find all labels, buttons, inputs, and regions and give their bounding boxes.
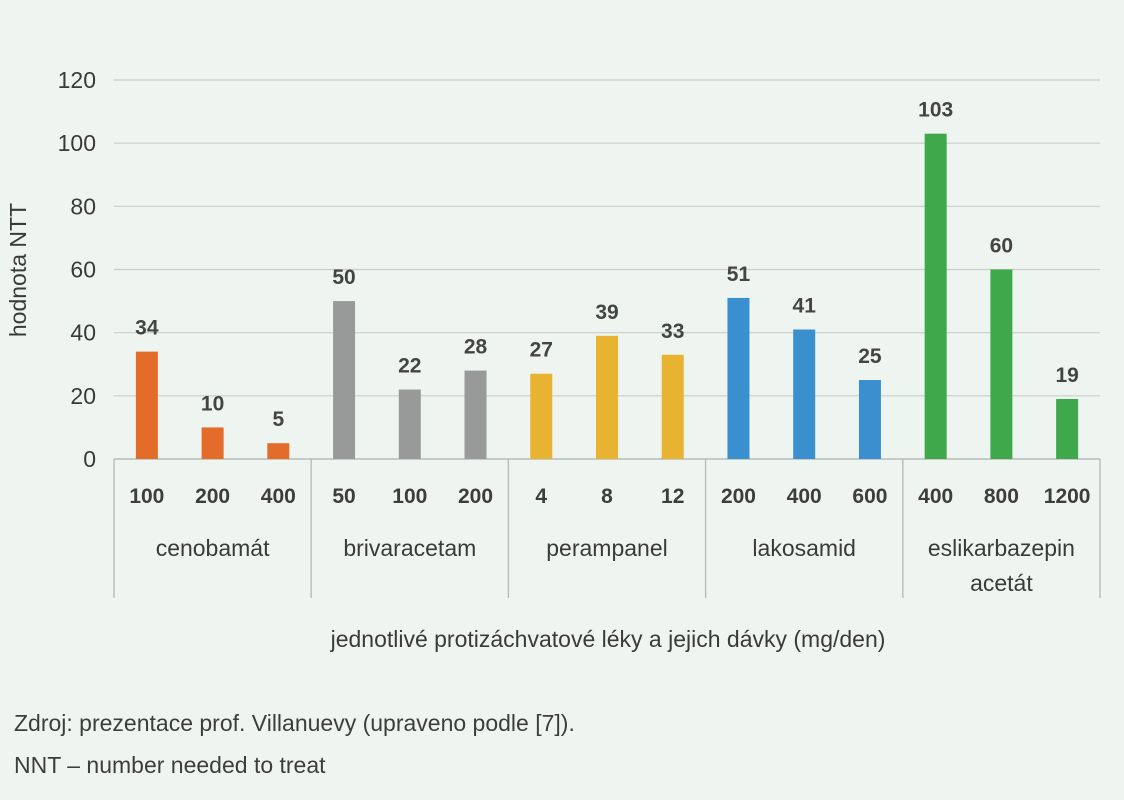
y-axis-title: hodnota NTT bbox=[5, 203, 31, 337]
dose-tick-label: 50 bbox=[332, 485, 355, 508]
bar-value-label: 34 bbox=[135, 317, 159, 340]
bar bbox=[398, 389, 421, 459]
dose-tick-label: 800 bbox=[984, 485, 1019, 508]
dose-tick-label: 100 bbox=[392, 485, 427, 508]
bar bbox=[924, 133, 947, 460]
bar-value-label: 5 bbox=[272, 408, 284, 431]
bar bbox=[990, 269, 1013, 459]
bar-value-label: 27 bbox=[530, 339, 553, 362]
drug-group-label: cenobamát bbox=[156, 535, 270, 561]
dose-tick-label: 400 bbox=[787, 485, 822, 508]
bar-value-label: 50 bbox=[332, 266, 355, 289]
bar-value-label: 19 bbox=[1055, 364, 1078, 387]
bar bbox=[793, 329, 816, 459]
bar bbox=[267, 443, 290, 459]
dose-tick-label: 600 bbox=[852, 485, 887, 508]
bar bbox=[201, 427, 224, 459]
bar-value-label: 51 bbox=[727, 263, 751, 286]
bar-value-label: 39 bbox=[595, 301, 618, 324]
bar bbox=[596, 335, 618, 459]
y-tick-label: 120 bbox=[58, 67, 96, 93]
drug-group-label: brivaracetam bbox=[343, 535, 476, 561]
bar-value-label: 60 bbox=[990, 235, 1013, 258]
y-tick-label: 80 bbox=[70, 193, 96, 219]
bar-value-label: 28 bbox=[464, 336, 488, 359]
y-tick-label: 40 bbox=[70, 320, 96, 346]
dose-tick-label: 8 bbox=[601, 485, 613, 508]
y-tick-label: 100 bbox=[58, 130, 96, 156]
dose-tick-label: 12 bbox=[661, 485, 684, 508]
bar-value-label: 33 bbox=[661, 320, 684, 343]
bar bbox=[333, 301, 356, 459]
bar-value-label: 22 bbox=[398, 355, 421, 378]
drug-group-label: perampanel bbox=[546, 535, 667, 561]
drug-group-label: eslikarbazepin bbox=[928, 535, 1075, 561]
dose-tick-label: 200 bbox=[721, 485, 756, 508]
nnt-definition-note: NNT – number needed to treat bbox=[14, 752, 326, 778]
bar bbox=[1056, 398, 1079, 459]
bar-value-label: 103 bbox=[918, 99, 953, 122]
dose-tick-label: 1200 bbox=[1044, 485, 1091, 508]
bar-value-label: 10 bbox=[201, 392, 224, 415]
y-tick-label: 60 bbox=[70, 257, 96, 283]
bar bbox=[135, 351, 158, 459]
y-tick-label: 20 bbox=[70, 383, 96, 409]
dose-tick-label: 100 bbox=[129, 485, 164, 508]
dose-tick-label: 200 bbox=[195, 485, 230, 508]
dose-tick-label: 4 bbox=[535, 485, 547, 508]
ntt-bar-chart: 0 20 40 60 80 100 120 hodnota NTT 34 100 10 200 5 400… bbox=[5, 67, 1101, 652]
bar bbox=[530, 373, 553, 459]
bar-value-label: 41 bbox=[793, 295, 817, 318]
x-axis-title: jednotlivé protizáchvatové léky a jejich… bbox=[330, 626, 886, 652]
bar bbox=[464, 370, 487, 459]
source-note: Zdroj: prezentace prof. Villanuevy (upra… bbox=[14, 710, 575, 736]
bar bbox=[727, 297, 750, 459]
dose-tick-label: 400 bbox=[918, 485, 953, 508]
dose-tick-label: 200 bbox=[458, 485, 493, 508]
y-tick-label: 0 bbox=[83, 446, 96, 472]
bar bbox=[661, 354, 684, 459]
dose-tick-label: 400 bbox=[261, 485, 296, 508]
drug-group-label: acetát bbox=[970, 570, 1033, 596]
bar bbox=[858, 380, 881, 459]
drug-group-label: lakosamid bbox=[752, 535, 856, 561]
bar-value-label: 25 bbox=[858, 345, 882, 368]
